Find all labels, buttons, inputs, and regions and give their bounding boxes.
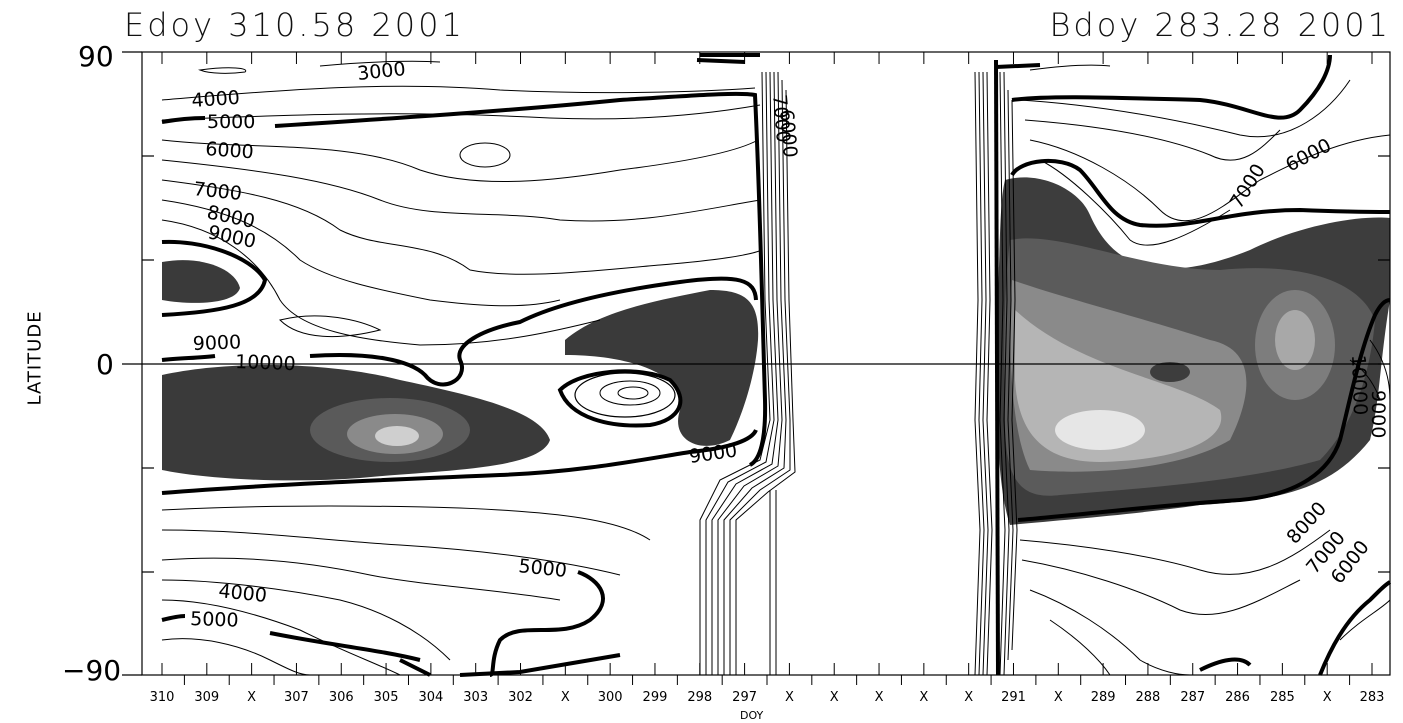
contour-label: 5000: [207, 111, 255, 133]
contour-label: 10000: [235, 351, 296, 375]
contour-label: 7000: [768, 94, 794, 144]
x-tick-label: 300: [598, 690, 623, 705]
contour-bundle-right-edge: [974, 71, 1018, 676]
x-tick-label: X: [785, 690, 794, 705]
x-tick-label: 307: [284, 690, 309, 705]
x-tick-label: X: [1323, 690, 1332, 705]
x-tick-label: 306: [329, 690, 354, 705]
y-tick-label: −90: [62, 654, 122, 687]
x-tick-label: 286: [1225, 690, 1250, 705]
x-tick-label: 297: [732, 690, 757, 705]
x-tick-label: X: [1054, 690, 1063, 705]
y-axis-label: LATITUDE: [24, 310, 46, 406]
x-axis: 310 309 X 307 306 305 304 303 302 X 300 299 298 297 X X…: [150, 52, 1385, 705]
contour-bundle-left-edge: [699, 71, 796, 675]
x-tick-label: 309: [194, 690, 219, 705]
contour-label: 4000: [217, 580, 267, 607]
y-ticks: [122, 51, 1390, 676]
x-tick-label: 302: [508, 690, 533, 705]
title-right: Bdoy 283.28 2001: [1049, 6, 1391, 44]
contour-label: 7000: [192, 178, 242, 205]
x-tick-label: 305: [374, 690, 399, 705]
contour-label: 10000: [1347, 354, 1371, 415]
x-tick-label: 283: [1360, 690, 1385, 705]
x-tick-label: 299: [643, 690, 668, 705]
x-tick-label: 303: [463, 690, 488, 705]
x-tick-label: X: [919, 690, 928, 705]
x-tick-label: 288: [1136, 690, 1161, 705]
shaded-region-right: [996, 177, 1390, 526]
x-tick-label: X: [964, 690, 973, 705]
x-tick-label: 298: [687, 690, 712, 705]
shaded-region-left: [162, 260, 759, 481]
x-tick-label: 289: [1091, 690, 1116, 705]
contour-label: 9000: [1367, 390, 1389, 438]
x-tick-label: 291: [1001, 690, 1026, 705]
contour-label: 6000: [1282, 134, 1335, 176]
contour-label: 6000: [775, 109, 801, 159]
contour-label: 6000: [205, 138, 255, 163]
contour-label: 4000: [191, 87, 241, 112]
contour-label: 7000: [1226, 160, 1270, 213]
y-tick-label: 0: [96, 348, 114, 381]
x-tick-label: X: [561, 690, 570, 705]
contour-lines-thick: [161, 53, 1392, 677]
x-axis-label: DOY: [740, 709, 764, 722]
title-left: Edoy 310.58 2001: [124, 6, 465, 44]
x-tick-label: 285: [1270, 690, 1295, 705]
contour-label: 9000: [192, 331, 241, 355]
x-tick-label: 304: [418, 690, 443, 705]
contour-lines-thin: [161, 60, 1391, 676]
contour-label: 3000: [356, 58, 406, 85]
x-tick-label: 287: [1180, 690, 1205, 705]
y-tick-label: 90: [78, 40, 114, 73]
x-tick-label: X: [247, 690, 256, 705]
x-tick-label: X: [875, 690, 884, 705]
x-tick-label: X: [830, 690, 839, 705]
contour-label: 5000: [517, 555, 567, 582]
x-tick-label: 310: [150, 690, 175, 705]
contour-label: 5000: [190, 608, 239, 632]
